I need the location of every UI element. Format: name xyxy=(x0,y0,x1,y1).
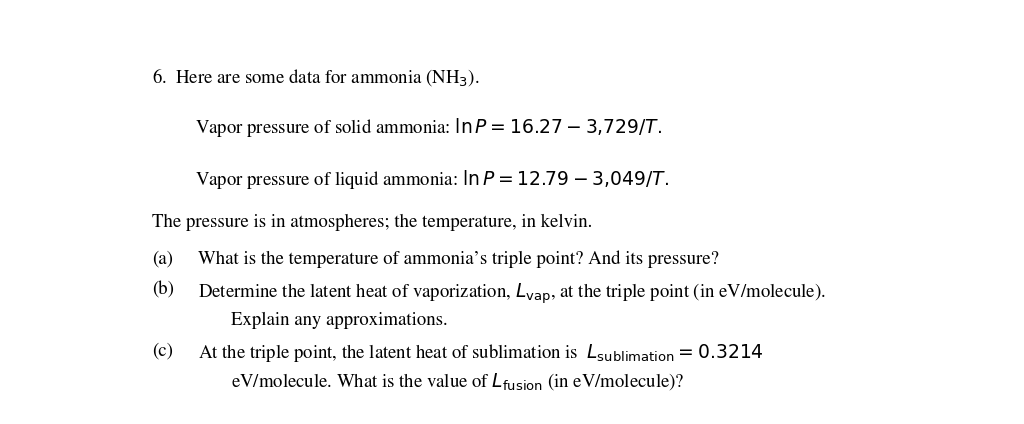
Text: The pressure is in atmospheres; the temperature, in kelvin.: The pressure is in atmospheres; the temp… xyxy=(152,214,592,231)
Text: At the triple point, the latent heat of sublimation is  $L_{\mathrm{sublimation}: At the triple point, the latent heat of … xyxy=(198,342,764,364)
Text: Explain any approximations.: Explain any approximations. xyxy=(231,312,447,329)
Text: What is the temperature of ammonia’s triple point? And its pressure?: What is the temperature of ammonia’s tri… xyxy=(198,250,719,268)
Text: (b): (b) xyxy=(152,281,174,298)
Text: (a): (a) xyxy=(152,250,173,267)
Text: (c): (c) xyxy=(152,342,173,359)
Text: eV/molecule. What is the value of $L_{\mathrm{fusion}}$ (in eV/molecule)?: eV/molecule. What is the value of $L_{\m… xyxy=(231,371,685,392)
Text: 6.  Here are some data for ammonia (NH$_3$).: 6. Here are some data for ammonia (NH$_3… xyxy=(152,66,479,87)
Text: Vapor pressure of solid ammonia: $\mathrm{ln}\, P = 16.27 - 3{,}729/T.$: Vapor pressure of solid ammonia: $\mathr… xyxy=(196,116,663,139)
Text: Vapor pressure of liquid ammonia: $\mathrm{ln}\, P = 12.79 - 3{,}049/T.$: Vapor pressure of liquid ammonia: $\math… xyxy=(196,168,670,191)
Text: Determine the latent heat of vaporization, $L_{\mathrm{vap}}$, at the triple poi: Determine the latent heat of vaporizatio… xyxy=(198,281,825,306)
